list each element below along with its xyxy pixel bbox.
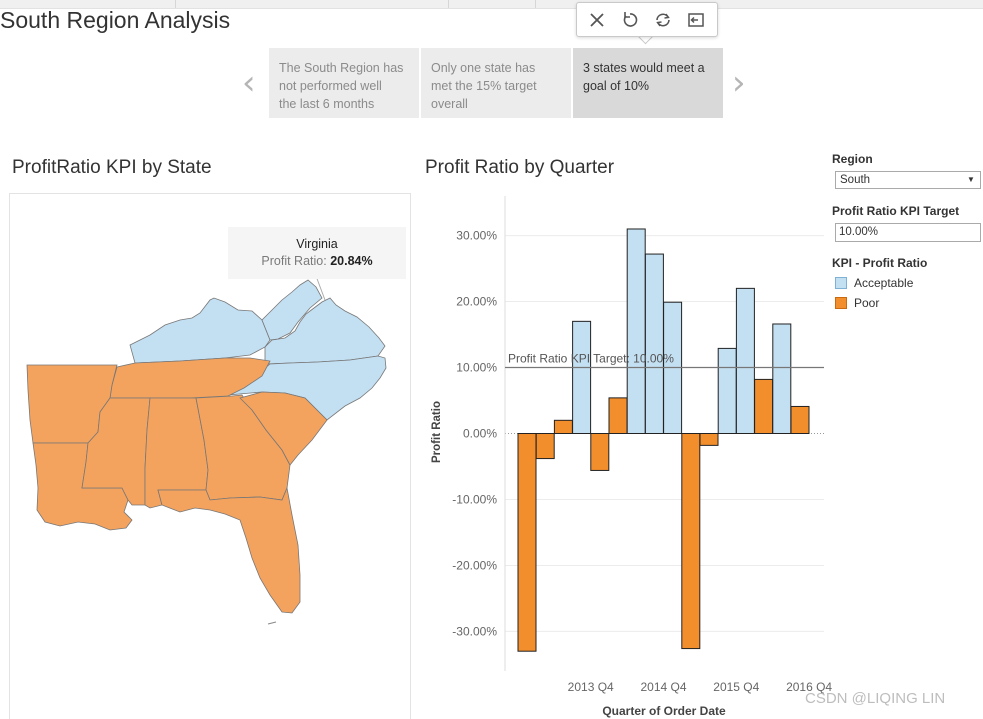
bar[interactable]	[754, 378, 774, 434]
y-tick-label: 30.00%	[456, 229, 497, 243]
bar[interactable]	[735, 287, 755, 434]
y-tick-label: 10.00%	[456, 361, 497, 375]
story-point-toolbar	[576, 2, 718, 37]
story-point-2[interactable]: Only one state has met the 15% target ov…	[421, 48, 571, 118]
florida-keys	[267, 621, 277, 625]
bar[interactable]	[681, 433, 701, 650]
story-point-line: not performed well	[279, 79, 382, 93]
region-filter-label: Region	[832, 152, 873, 166]
tooltip-metric: Profit Ratio: 20.84%	[228, 254, 406, 268]
watermark: CSDN @LIQING LIN	[805, 690, 946, 707]
top-bar-divider	[535, 0, 536, 8]
tooltip-state: Virginia	[296, 237, 338, 251]
x-axis-title: Quarter of Order Date	[602, 704, 726, 718]
story-point-line: The South Region has	[279, 61, 404, 75]
region-dropdown[interactable]: South ▼	[835, 171, 981, 189]
x-tick-label: 2016 Q4	[786, 680, 832, 694]
legend-item-acceptable[interactable]: Acceptable	[835, 276, 913, 290]
y-axis-title: Profit Ratio	[431, 401, 443, 463]
story-point-line: goal of 10%	[583, 79, 650, 93]
state-south-carolina[interactable]	[239, 391, 328, 466]
map-title: ProfitRatio KPI by State	[12, 157, 212, 178]
y-tick-label: -10.00%	[452, 492, 497, 506]
bar[interactable]	[772, 323, 792, 434]
top-bar-divider	[175, 0, 176, 8]
y-tick-label: -30.00%	[452, 624, 497, 638]
y-tick-label: -20.00%	[452, 558, 497, 572]
bar[interactable]	[699, 433, 719, 446]
bar[interactable]	[790, 405, 810, 434]
undo-icon[interactable]	[619, 9, 641, 31]
story-point-line: met the 15% target	[431, 79, 537, 93]
bar[interactable]	[535, 433, 555, 460]
y-tick-label: 0.00%	[463, 427, 497, 441]
story-point-line: the last 6 months	[279, 97, 375, 111]
story-point-line: Only one state has	[431, 61, 536, 75]
tooltip-value: 20.84%	[330, 254, 373, 268]
map-frame	[9, 193, 411, 719]
target-parameter-input[interactable]: 10.00%	[835, 223, 981, 242]
bar[interactable]	[553, 419, 573, 434]
y-tick-label: 20.00%	[456, 295, 497, 309]
tooltip-pointer	[315, 275, 326, 301]
exit-icon[interactable]	[685, 9, 707, 31]
legend-swatch-acceptable	[835, 277, 847, 289]
chevron-right-icon[interactable]: ›	[732, 63, 746, 103]
x-tick-label: 2013 Q4	[568, 680, 614, 694]
x-tick-label: 2015 Q4	[713, 680, 759, 694]
state-florida[interactable]	[157, 486, 301, 614]
top-bar-divider	[448, 0, 449, 8]
story-point-line: 3 states would meet a	[583, 61, 705, 75]
bar[interactable]	[717, 347, 737, 435]
story-point-line: overall	[431, 97, 468, 111]
bar-chart-title: Profit Ratio by Quarter	[425, 157, 615, 178]
target-parameter-value: 10.00%	[839, 226, 879, 238]
bar[interactable]	[644, 253, 664, 434]
legend-label-acceptable: Acceptable	[854, 276, 914, 290]
page-title: South Region Analysis	[0, 7, 231, 33]
region-dropdown-value: South	[840, 174, 871, 186]
legend-item-poor[interactable]: Poor	[835, 296, 879, 310]
reference-line-label: Profit Ratio KPI Target: 10.00%	[508, 352, 674, 366]
top-bar	[0, 0, 983, 9]
bar[interactable]	[590, 433, 610, 471]
legend-swatch-poor	[835, 297, 847, 309]
tooltip-label: Profit Ratio:	[261, 254, 327, 268]
bar[interactable]	[572, 320, 592, 435]
target-parameter-label: Profit Ratio KPI Target	[832, 204, 960, 218]
revert-icon[interactable]	[652, 9, 674, 31]
close-icon[interactable]	[586, 9, 608, 31]
map-tooltip: Virginia Profit Ratio: 20.84%	[228, 227, 406, 279]
caret-down-icon[interactable]: ▼	[967, 175, 975, 184]
legend-title: KPI - Profit Ratio	[832, 256, 928, 270]
bar[interactable]	[517, 433, 537, 652]
story-point-1[interactable]: The South Region has not performed well …	[269, 48, 419, 118]
story-point-3[interactable]: 3 states would meet a goal of 10%	[573, 48, 723, 118]
chevron-left-icon[interactable]: ‹	[242, 63, 256, 103]
state-west-virginia[interactable]	[261, 279, 323, 341]
bar[interactable]	[608, 397, 628, 434]
state-kentucky[interactable]	[129, 297, 271, 364]
x-tick-label: 2014 Q4	[640, 680, 686, 694]
legend-label-poor: Poor	[854, 296, 880, 310]
bar[interactable]	[626, 228, 646, 434]
